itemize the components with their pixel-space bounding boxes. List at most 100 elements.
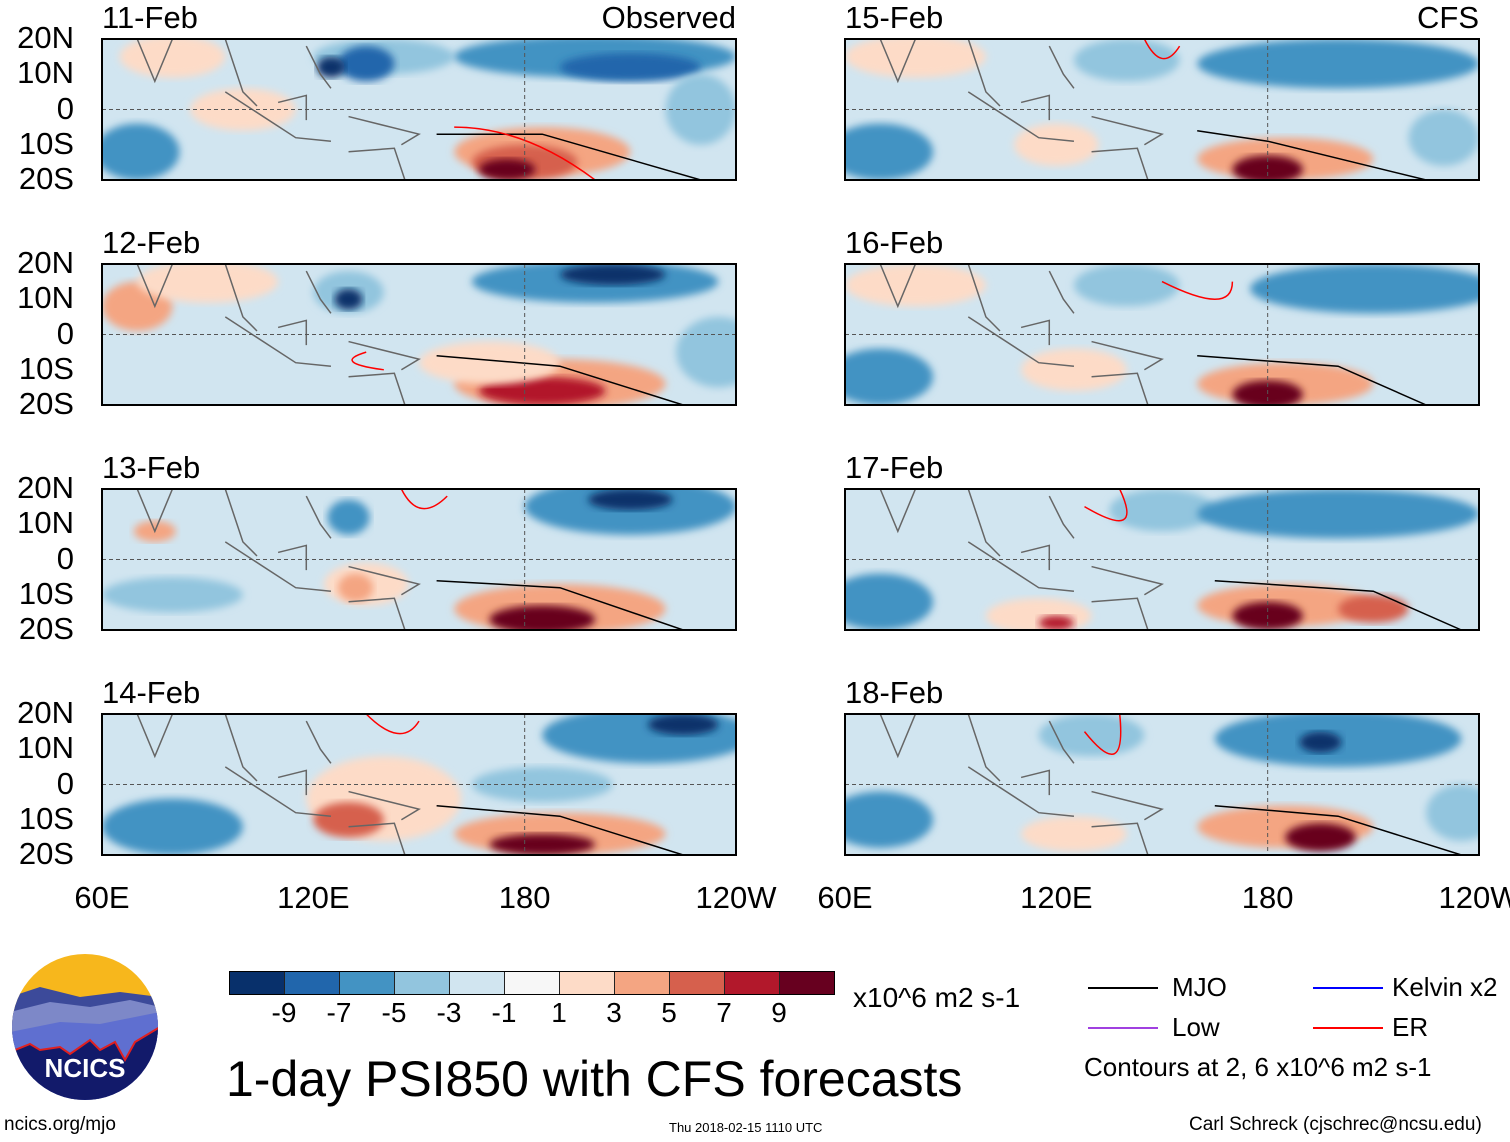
colorbar-tick-label: -5 <box>381 997 407 1028</box>
panel-tag: Observed <box>601 0 736 35</box>
legend-line-kelvin <box>1313 987 1383 989</box>
anomaly-region <box>1014 123 1099 166</box>
lat-tick-label: 10S <box>18 350 74 386</box>
anomaly-region <box>1021 348 1127 391</box>
anomaly-region <box>1073 39 1180 82</box>
lat-tick-label: 10S <box>18 125 74 161</box>
anomaly-region <box>478 158 536 180</box>
er-contour <box>351 351 384 371</box>
anomaly-region <box>588 489 673 511</box>
map-panel <box>101 713 737 856</box>
anomaly-region <box>524 489 736 535</box>
colorbar-swatch <box>285 972 340 994</box>
lon-tick-label: 120E <box>277 880 350 915</box>
colorbar-tick-label: 5 <box>661 997 677 1028</box>
lon-tick-label: 120W <box>1438 880 1510 915</box>
panel-date-label: 18-Feb <box>845 675 944 710</box>
lat-tick-label: 0 <box>56 90 74 126</box>
anomaly-region <box>1073 264 1180 307</box>
anomaly-region <box>119 39 226 78</box>
lat-tick-label: 0 <box>56 765 74 801</box>
legend-line-mjo <box>1088 987 1158 989</box>
anomaly-region <box>102 123 180 180</box>
mjo-contour <box>436 354 684 405</box>
colorbar-swatch <box>670 972 725 994</box>
panel-date-label: 15-Feb <box>845 0 944 35</box>
anomaly-region <box>845 791 934 848</box>
legend-label-low: Low <box>1172 1012 1220 1042</box>
lat-tick-label: 20S <box>18 611 74 646</box>
lat-tick-label: 20N <box>17 470 74 505</box>
colorbar-swatch <box>560 972 615 994</box>
map-panel <box>844 713 1480 856</box>
anomaly-region <box>316 56 346 78</box>
anomaly-region <box>478 376 606 405</box>
lon-tick-label: 120W <box>695 880 777 915</box>
anomaly-region <box>1299 731 1342 753</box>
anomaly-region <box>137 264 279 303</box>
lon-tick-label: 120E <box>1020 880 1093 915</box>
lat-tick-label: 10S <box>18 575 74 611</box>
lon-tick-label: 180 <box>1241 880 1294 915</box>
colorbar-swatch <box>395 972 450 994</box>
er-contour <box>1084 489 1128 522</box>
anomaly-region <box>327 499 370 535</box>
colorbar-swatch <box>615 972 670 994</box>
legend-label-mjo: MJO <box>1172 972 1227 1002</box>
panel-date-label: 12-Feb <box>102 225 201 260</box>
anomaly-region <box>985 598 1092 630</box>
map-panel <box>101 488 737 631</box>
panel-date-label: 14-Feb <box>102 675 201 710</box>
map-panel <box>101 38 737 181</box>
colorbar-tick-label: -7 <box>326 997 352 1028</box>
legend-line-low <box>1088 1027 1158 1029</box>
footer-url[interactable]: ncics.org/mjo <box>4 1114 116 1135</box>
anomaly-region <box>1250 264 1479 314</box>
lat-tick-label: 10S <box>18 800 74 836</box>
map-panel <box>844 488 1480 631</box>
colorbar-tick-label: 9 <box>771 997 787 1028</box>
footer-timestamp: Thu 2018-02-15 1110 UTC <box>669 1120 823 1135</box>
legend-label-er: ER <box>1392 1012 1429 1042</box>
panel-date-label: 17-Feb <box>845 450 944 485</box>
anomaly-region <box>1408 109 1479 166</box>
anomaly-region <box>647 714 719 736</box>
lat-tick-label: 10N <box>17 280 74 316</box>
colorbar-tick-label: 3 <box>606 997 622 1028</box>
mjo-contour <box>436 579 684 630</box>
legend-label-kelvin: Kelvin x2 <box>1392 972 1498 1002</box>
mjo-contour <box>436 804 684 855</box>
anomaly-region <box>1021 816 1127 852</box>
colorbar-tick-label: -1 <box>491 997 517 1028</box>
colorbar-swatch <box>505 972 560 994</box>
anomaly-region <box>102 577 243 613</box>
anomaly-region <box>845 39 986 78</box>
anomaly-region <box>1109 489 1215 532</box>
lat-tick-label: 10N <box>17 730 74 766</box>
anomaly-region <box>489 605 596 630</box>
coastline <box>879 489 1164 630</box>
ncics-logo: NCICS <box>12 954 158 1100</box>
map-panel <box>101 263 737 406</box>
svg-text:NCICS: NCICS <box>45 1053 126 1083</box>
er-contour <box>1143 39 1181 60</box>
anomaly-region <box>489 833 596 855</box>
anomaly-region <box>542 714 736 764</box>
anomaly-region <box>559 53 701 82</box>
lat-tick-label: 10N <box>17 55 74 91</box>
anomaly-region <box>845 264 986 307</box>
lat-tick-label: 20N <box>17 20 74 55</box>
lon-tick-label: 180 <box>498 880 551 915</box>
anomaly-region <box>471 766 613 803</box>
panel-date-label: 13-Feb <box>102 450 201 485</box>
anomaly-region <box>1197 489 1479 539</box>
mjo-contour <box>1197 354 1427 405</box>
anomaly-region <box>559 264 666 286</box>
legend-line-er <box>1313 1027 1383 1029</box>
coastline <box>879 264 1164 405</box>
colorbar-swatch <box>340 972 395 994</box>
lat-tick-label: 20S <box>18 161 74 196</box>
colorbar-tick-label: -9 <box>271 997 297 1028</box>
lat-tick-label: 0 <box>56 315 74 351</box>
anomaly-region <box>334 288 363 310</box>
